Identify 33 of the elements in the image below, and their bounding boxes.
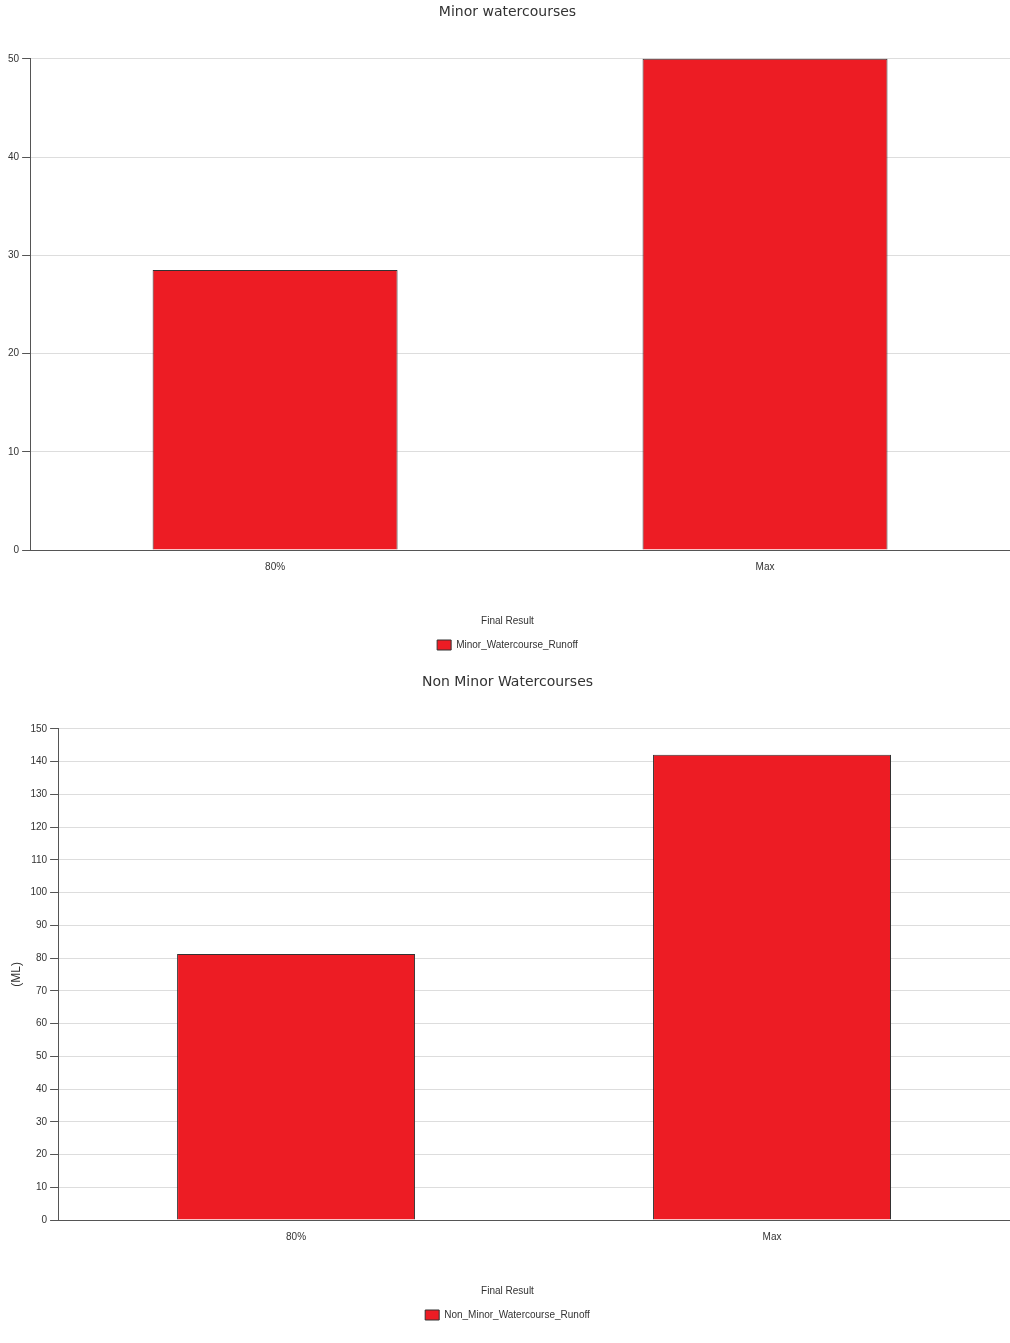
legend-title: Final Result — [481, 614, 535, 626]
y-tick-label: 140 — [30, 755, 48, 767]
y-tick-label: 20 — [35, 1148, 48, 1160]
y-tick-label: 20 — [8, 347, 20, 359]
y-tick-label: 150 — [30, 722, 48, 734]
legend-label: Non_Minor_Watercourse_Runoff — [444, 1308, 591, 1320]
y-tick-label: 110 — [31, 853, 48, 865]
y-tick-label: 40 — [8, 150, 20, 162]
y-tick-label: 80 — [35, 951, 48, 963]
x-tick-label: Max — [762, 1230, 782, 1242]
y-tick-label: 0 — [41, 1213, 48, 1225]
y-tick-label: 120 — [30, 820, 48, 832]
chart-title: Non Minor Watercourses — [421, 673, 594, 690]
y-tick-label: 90 — [35, 919, 48, 931]
y-tick-label: 50 — [8, 52, 20, 64]
x-tick-label: Max — [755, 560, 775, 572]
x-tick-label: 80% — [265, 560, 286, 572]
y-tick-label: 60 — [35, 1017, 48, 1029]
y-tick-label: 130 — [30, 788, 48, 800]
legend-label: Minor_Watercourse_Runoff — [456, 638, 579, 650]
y-tick-label: 30 — [8, 249, 20, 261]
x-tick-label: 80% — [286, 1230, 307, 1242]
y-tick-label: 40 — [35, 1082, 48, 1094]
y-tick-label: 10 — [8, 445, 20, 457]
chart-title: Minor watercourses — [438, 3, 577, 20]
y-tick-label: 0 — [13, 543, 20, 555]
y-tick-label: 10 — [35, 1181, 48, 1192]
y-tick-label: 70 — [35, 984, 48, 996]
legend-title: Final Result — [481, 1284, 535, 1296]
y-axis-title: (ML) — [8, 962, 23, 987]
y-tick-label: 30 — [35, 1115, 48, 1127]
y-tick-label: 100 — [30, 886, 48, 898]
y-tick-label: 50 — [35, 1050, 48, 1062]
